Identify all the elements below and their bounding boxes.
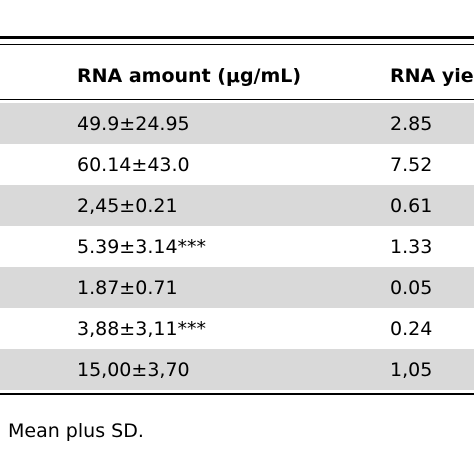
rna-amount-cell: 60.14±43.0 [77, 153, 190, 176]
rna-yield-cell: 1.33 [390, 235, 433, 258]
rna-yield-cell: 1,05 [390, 349, 474, 390]
rna-yield-cell: 0.05 [390, 267, 474, 308]
rna-amount-cell: 49.9±24.95 [0, 103, 390, 144]
rna-amount-cell: 5.39±3.14*** [77, 235, 207, 258]
rna-yield-cell: 0.24 [390, 317, 433, 340]
header-top-rule [0, 44, 474, 45]
table-row: 3,88±3,11*** 0.24 [0, 308, 474, 349]
table-footnote: Mean plus SD. [8, 420, 144, 442]
rna-yield-cell: 0.61 [390, 185, 474, 226]
table-header: RNA amount (μg/mL) RNA yie [0, 53, 474, 100]
rna-amount-cell: 15,00±3,70 [0, 349, 390, 390]
table-row: 2,45±0.21 0.61 [0, 185, 474, 226]
rna-amount-cell: 3,88±3,11*** [77, 317, 207, 340]
top-rule [0, 36, 474, 39]
table-row: 1.87±0.71 0.05 [0, 267, 474, 308]
rna-table: RNA amount (μg/mL) RNA yie 49.9±24.95 2.… [0, 53, 474, 390]
rna-yield-cell: 7.52 [390, 153, 433, 176]
rna-yield-cell: 2.85 [390, 103, 474, 144]
table-row: 5.39±3.14*** 1.33 [0, 226, 474, 267]
table-row: 60.14±43.0 7.52 [0, 144, 474, 185]
table-body: 49.9±24.95 2.85 60.14±43.0 7.52 2,45±0.2… [0, 100, 474, 390]
header-row: RNA amount (μg/mL) RNA yie [0, 53, 474, 100]
table-row: 49.9±24.95 2.85 [0, 103, 474, 144]
rna-amount-cell: 2,45±0.21 [0, 185, 390, 226]
column-header-rna-amount: RNA amount (μg/mL) [0, 53, 390, 100]
bottom-rule [0, 393, 474, 395]
rna-amount-cell: 1.87±0.71 [0, 267, 390, 308]
table-row: 15,00±3,70 1,05 [0, 349, 474, 390]
column-header-rna-yield: RNA yie [390, 53, 474, 100]
